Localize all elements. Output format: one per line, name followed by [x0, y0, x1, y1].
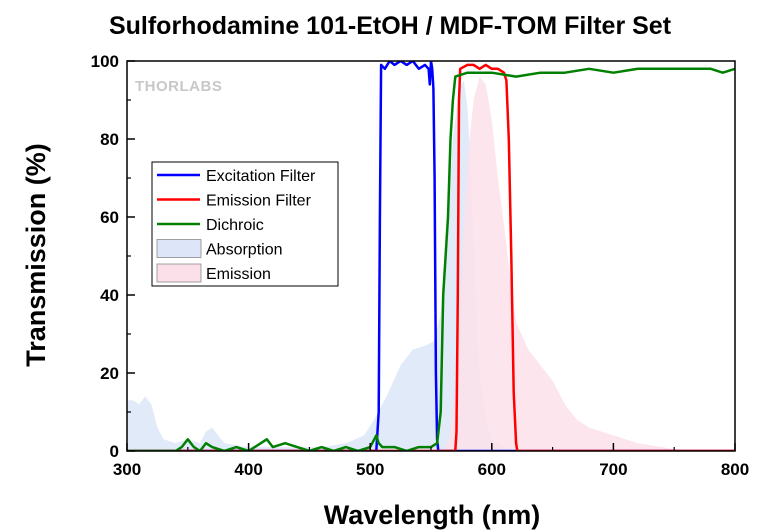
y-axis-label: Transmission (%) — [21, 143, 51, 367]
legend-swatch-absorption — [156, 239, 202, 258]
legend: Excitation Filter Emission Filter Dichroic… — [151, 161, 339, 287]
emission-filter-line — [127, 63, 735, 451]
legend-label-absorption: Absorption — [206, 242, 283, 259]
absorption-area — [127, 80, 735, 451]
y-tick-label: 80 — [100, 130, 119, 149]
legend-label-emission-filter: Emission Filter — [206, 193, 312, 210]
legend-label-excitation-filter: Excitation Filter — [206, 168, 316, 185]
x-tick-label: 800 — [721, 460, 749, 479]
x-tick-label: 600 — [478, 460, 506, 479]
legend-swatch-emission — [156, 263, 202, 283]
y-tick-label: 0 — [110, 442, 119, 461]
legend-label-dichroic: Dichroic — [206, 217, 264, 234]
y-tick-label: 40 — [100, 286, 119, 305]
axes: 300 400 500 600 700 800 0 20 40 60 80 100 — [91, 52, 750, 479]
thorlabs-watermark: THORLABS — [135, 78, 222, 95]
y-tick-label: 60 — [100, 208, 119, 227]
legend-label-emission: Emission — [206, 266, 271, 283]
y-tick-label: 20 — [100, 364, 119, 383]
x-tick-label: 500 — [356, 460, 384, 479]
y-tick-label: 100 — [91, 52, 119, 71]
chart-title: Sulforhodamine 101-EtOH / MDF-TOM Filter… — [109, 12, 672, 40]
x-tick-label: 400 — [234, 460, 262, 479]
x-axis-label: Wavelength (nm) — [324, 500, 541, 530]
x-tick-label: 300 — [113, 460, 141, 479]
excitation-filter-line — [127, 61, 735, 451]
x-tick-label: 700 — [599, 460, 627, 479]
